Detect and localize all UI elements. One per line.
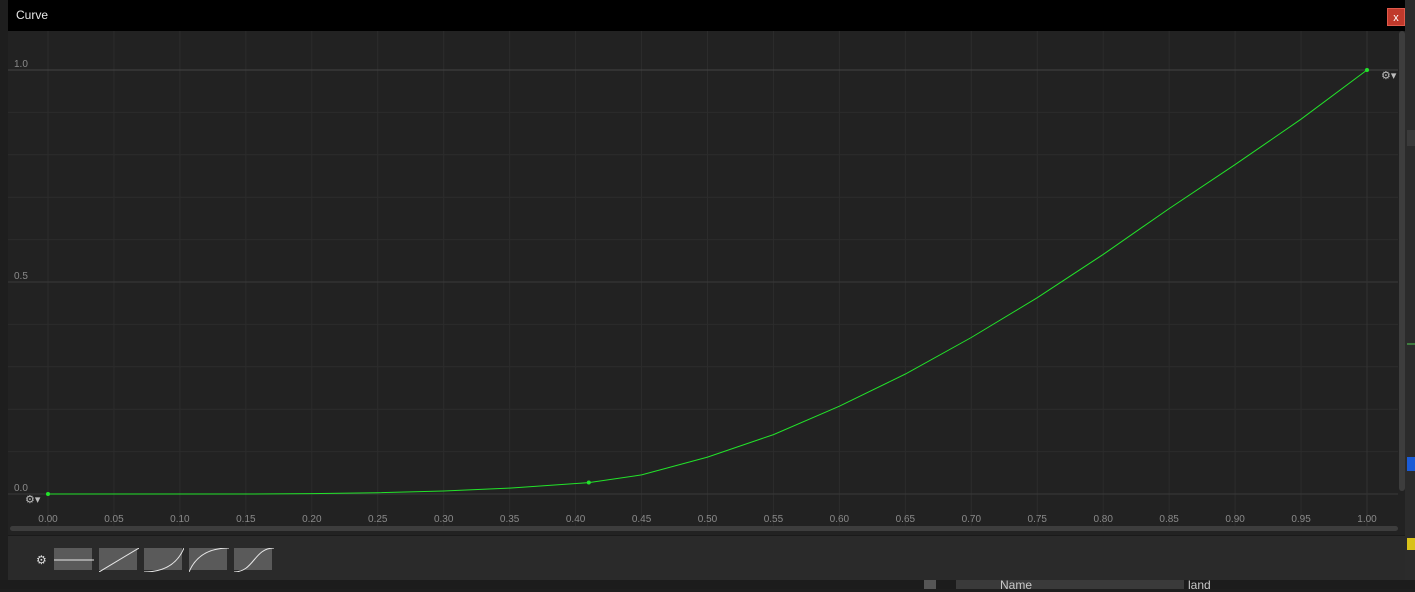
y-tick-label: 0.5	[14, 271, 28, 282]
background-name-label: Name	[1000, 578, 1033, 592]
y-tick-label: 1.0	[14, 59, 28, 70]
curve-plot-area[interactable]: 0.0 0.5 1.0 0.00 0.05 0.10 0.15 0.20 0.25 0.30 0.3…	[8, 31, 1405, 535]
ease-in-out-curve-icon	[234, 548, 274, 572]
background-handle	[924, 580, 936, 589]
background-inspector-row: Name land	[0, 578, 1415, 592]
curve-key-point[interactable]	[1365, 68, 1369, 72]
x-tick-label: 0.85	[1159, 514, 1179, 525]
ease-in-curve-icon	[144, 548, 184, 572]
x-tick-label: 0.15	[236, 514, 256, 525]
x-tick-label: 1.00	[1357, 514, 1377, 525]
x-tick-label: 0.55	[764, 514, 784, 525]
preset-ease-in[interactable]	[143, 547, 184, 572]
x-tick-label: 0.20	[302, 514, 322, 525]
x-tick-label: 0.75	[1028, 514, 1048, 525]
preset-ease-out[interactable]	[188, 547, 229, 572]
curve-plot-svg[interactable]: 0.0 0.5 1.0 0.00 0.05 0.10 0.15 0.20 0.25 0.30 0.3…	[8, 31, 1405, 535]
close-button[interactable]: x	[1387, 8, 1405, 26]
preset-constant[interactable]	[53, 547, 94, 571]
horizontal-scrollbar[interactable]	[10, 526, 1398, 531]
x-tick-label: 0.10	[170, 514, 190, 525]
preset-ease-in-out[interactable]	[233, 547, 274, 572]
bg-marker	[1407, 457, 1415, 471]
vertical-scrollbar[interactable]	[1399, 31, 1405, 491]
bg-marker	[1407, 538, 1415, 550]
linear-curve-icon	[99, 548, 139, 572]
x-tick-label: 0.30	[434, 514, 454, 525]
x-tick-label: 0.70	[962, 514, 982, 525]
x-tick-label: 0.95	[1291, 514, 1311, 525]
x-tick-label: 0.90	[1225, 514, 1245, 525]
x-tick-label: 0.35	[500, 514, 520, 525]
x-tick-label: 0.65	[896, 514, 916, 525]
preset-settings-icon[interactable]: ⚙	[36, 553, 47, 567]
window-title: Curve	[16, 8, 49, 22]
background-inspector-edge	[1405, 0, 1415, 589]
preset-bar: ⚙	[8, 535, 1405, 580]
constant-curve-icon	[54, 559, 94, 561]
x-tick-label: 0.60	[830, 514, 850, 525]
key-settings-icon[interactable]: ⚙▾	[25, 494, 41, 506]
curve-key-point[interactable]	[586, 480, 591, 485]
y-tick-label: 0.0	[14, 483, 28, 494]
x-tick-label: 0.45	[632, 514, 652, 525]
key-settings-icon[interactable]: ⚙▾	[1381, 70, 1397, 82]
title-bar[interactable]: Curve x	[8, 0, 1405, 31]
x-tick-label: 0.40	[566, 514, 586, 525]
x-tick-label: 0.50	[698, 514, 718, 525]
bg-marker	[1407, 130, 1415, 146]
background-value-label: land	[1188, 578, 1211, 592]
preset-linear[interactable]	[98, 547, 139, 572]
x-tick-label: 0.05	[104, 514, 124, 525]
ease-out-curve-icon	[189, 548, 229, 572]
bg-marker	[1407, 343, 1415, 345]
curve-line[interactable]	[48, 69, 1368, 495]
curve-key-point[interactable]	[46, 492, 50, 496]
background-name-cell	[956, 580, 1184, 589]
x-tick-label: 0.00	[38, 514, 58, 525]
curve-editor-window: Curve x 0.0 0.5 1.0 0.00 0.05 0.10 0.15 0.20 0.2…	[8, 0, 1405, 580]
x-tick-label: 0.25	[368, 514, 388, 525]
x-tick-label: 0.80	[1093, 514, 1113, 525]
